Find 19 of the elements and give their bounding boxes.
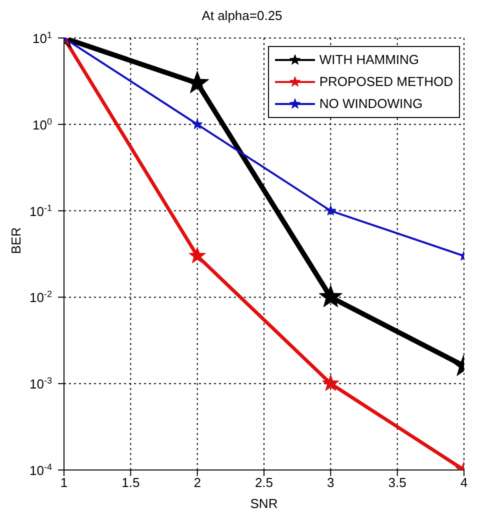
x-axis-title: SNR (250, 496, 278, 511)
x-tick-label: 1 (60, 475, 68, 490)
x-tick-label: 2.5 (254, 475, 274, 490)
y-tick-label: 10$^{-3}$ (30, 376, 52, 392)
legend-label: WITH HAMMING (319, 51, 420, 69)
y-tick-label: 10$^{-2}$ (30, 289, 52, 306)
y-tick-label: 10$^{0}$ (32, 116, 52, 132)
x-tick-label: 4 (460, 475, 468, 490)
chart-title: At alpha=0.25 (200, 8, 284, 25)
legend-label: NO WINDOWING (319, 95, 423, 113)
y-tick-label: 10$^{-1}$ (30, 202, 52, 219)
x-tick-label: 2 (194, 475, 201, 490)
x-tick-label: 1.5 (122, 475, 140, 490)
x-tick-label: 3.5 (388, 475, 406, 490)
y-axis-title: BER (8, 227, 24, 254)
y-tick-label: 10$^{1}$ (32, 30, 52, 46)
x-tick-label: 3 (327, 475, 334, 490)
y-tick-label: 10$^{-4}$ (30, 462, 52, 478)
legend-label: PROPOSED METHOD (319, 73, 453, 91)
